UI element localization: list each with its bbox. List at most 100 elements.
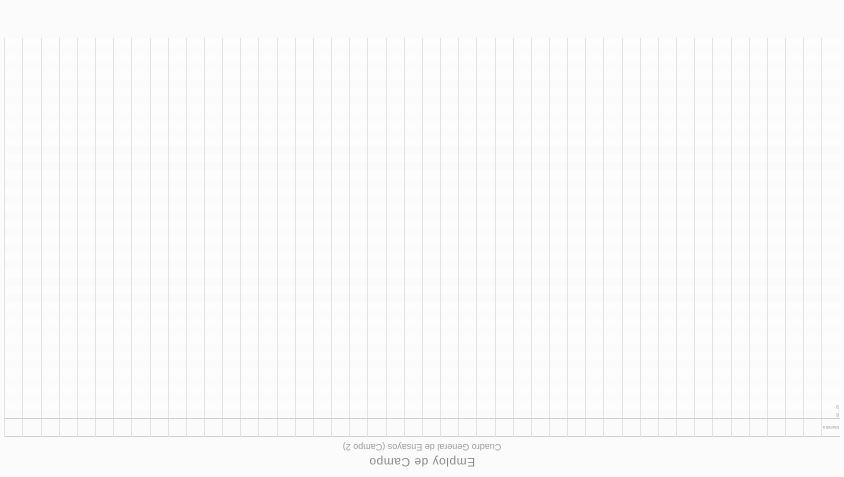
- table-cell: [131, 38, 151, 47]
- column-header: [749, 418, 768, 437]
- table-cell: [22, 112, 42, 121]
- table-cell: [349, 302, 368, 311]
- table-cell: [440, 187, 459, 196]
- table-cell: [41, 220, 60, 229]
- table-cell: [259, 220, 278, 229]
- table-cell: [821, 220, 840, 229]
- table-cell: [95, 96, 114, 105]
- table-cell: [640, 277, 659, 286]
- table-cell: [150, 145, 169, 154]
- table-cell: [658, 310, 677, 319]
- table-cell: [295, 79, 314, 88]
- table-cell: [404, 71, 423, 80]
- table-cell: [204, 112, 223, 121]
- column-header: [404, 418, 423, 437]
- table-row: [4, 129, 840, 138]
- table-cell: [22, 385, 42, 394]
- table-cell: [95, 203, 114, 212]
- table-cell: [422, 187, 441, 196]
- table-cell: [640, 401, 659, 410]
- table-cell: [59, 211, 78, 220]
- table-cell: [476, 385, 496, 394]
- table-cell: [495, 104, 514, 113]
- table-cell: [4, 112, 23, 121]
- document-title: Employ de Campo: [368, 455, 476, 469]
- table-cell: [676, 327, 695, 336]
- table-cell: [513, 385, 532, 394]
- table-cell: [767, 129, 786, 138]
- table-cell: [277, 294, 296, 303]
- table-cell: [440, 129, 459, 138]
- table-cell: [41, 343, 60, 352]
- table-cell: [476, 253, 496, 262]
- table-cell: [295, 360, 314, 369]
- table-cell: [658, 302, 677, 311]
- table-cell: [712, 88, 732, 97]
- table-cell: [622, 145, 641, 154]
- table-cell: [767, 319, 786, 328]
- table-cell: [531, 145, 550, 154]
- table-cell: [113, 368, 132, 377]
- table-cell: [204, 38, 223, 47]
- table-cell: [476, 335, 496, 344]
- table-cell: [4, 277, 23, 286]
- table-cell: [440, 162, 459, 171]
- table-cell: [367, 154, 387, 163]
- table-cell: [422, 327, 441, 336]
- table-cell: [259, 261, 278, 270]
- table-cell: [676, 302, 695, 311]
- table-row: [4, 38, 840, 47]
- table-cell: [749, 376, 768, 385]
- table-cell: [240, 129, 259, 138]
- table-cell: [676, 137, 695, 146]
- table-cell: [767, 277, 786, 286]
- table-cell: [404, 88, 423, 97]
- table-cell: [531, 261, 550, 270]
- table-cell: [386, 376, 405, 385]
- table-cell: [131, 170, 151, 179]
- table-cell: [422, 335, 441, 344]
- table-cell: [95, 376, 114, 385]
- table-cell: [476, 393, 496, 402]
- table-cell: [150, 261, 169, 270]
- table-cell: [22, 137, 42, 146]
- table-cell: [4, 203, 23, 212]
- table-cell: [131, 63, 151, 72]
- table-cell: [41, 178, 60, 187]
- table-cell: [476, 71, 496, 80]
- table-cell: [585, 220, 604, 229]
- table-cell: [785, 360, 804, 369]
- table-cell: [622, 162, 641, 171]
- table-cell: [422, 302, 441, 311]
- table-cell: [277, 385, 296, 394]
- table-cell: [22, 294, 42, 303]
- table-cell: [458, 269, 477, 278]
- table-cell: [458, 228, 477, 237]
- table-cell: [749, 236, 768, 245]
- table-cell: [168, 385, 187, 394]
- table-cell: [567, 401, 586, 410]
- table-cell: [440, 55, 459, 64]
- table-cell: [131, 79, 151, 88]
- table-cell: [531, 71, 550, 80]
- table-cell: [186, 170, 205, 179]
- table-cell: [585, 154, 604, 163]
- table-cell: [367, 137, 387, 146]
- table-cell: [331, 203, 350, 212]
- table-cell: [549, 319, 568, 328]
- table-cell: [277, 319, 296, 328]
- table-cell: [367, 244, 387, 253]
- table-cell: [622, 104, 641, 113]
- table-cell: [458, 368, 477, 377]
- table-cell: [59, 79, 78, 88]
- table-cell: [259, 319, 278, 328]
- table-cell: [313, 286, 332, 295]
- table-cell: [694, 79, 713, 88]
- table-cell: [603, 112, 623, 121]
- table-cell: [168, 178, 187, 187]
- table-cell: [150, 277, 169, 286]
- table-cell: [495, 310, 514, 319]
- table-cell: [331, 401, 350, 410]
- table-cell: [4, 409, 23, 419]
- table-cell: [150, 244, 169, 253]
